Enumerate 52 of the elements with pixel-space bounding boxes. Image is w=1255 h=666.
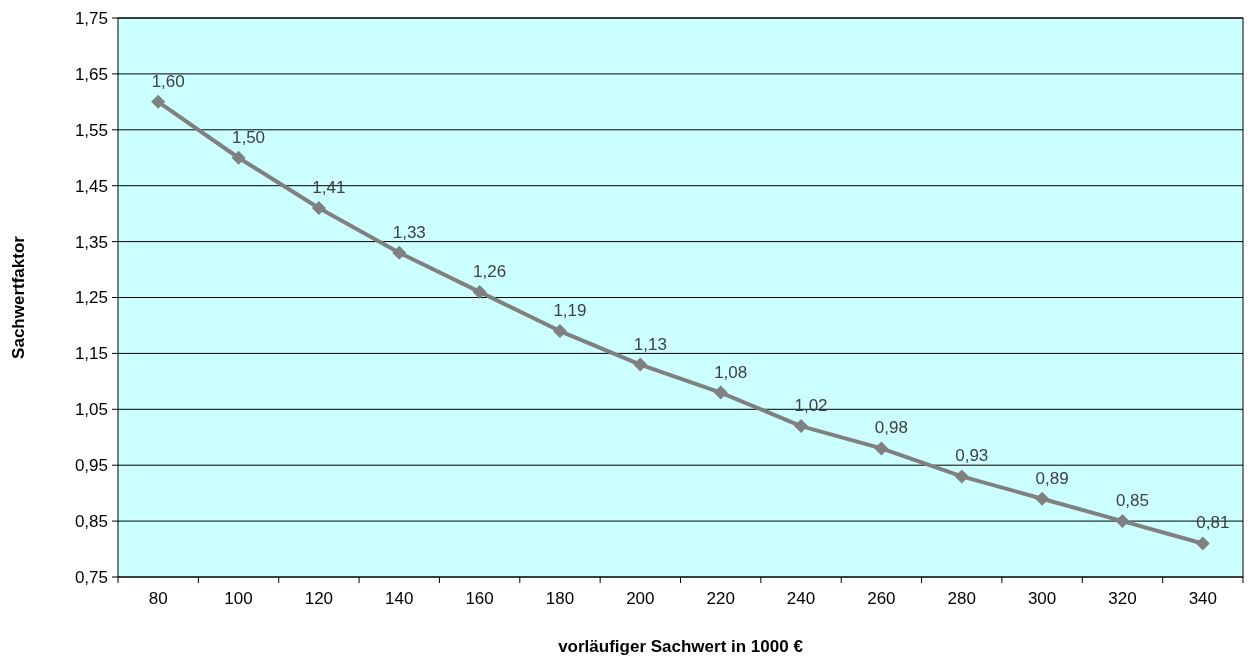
y-tick-label: 0,95	[74, 456, 108, 476]
y-tick-label: 1,25	[74, 288, 108, 308]
x-tick-label: 180	[545, 589, 575, 608]
y-tick-label: 1,35	[74, 232, 108, 252]
point	[151, 94, 166, 109]
data-label: 1,19	[553, 301, 587, 321]
x-axis-title: vorläufiger Sachwert in 1000 €	[558, 637, 804, 656]
point	[311, 201, 326, 216]
x-tick-label: 240	[786, 589, 816, 608]
data-label: 1,26	[473, 261, 507, 281]
y-tick-label: 1,75	[74, 8, 108, 28]
point	[1035, 491, 1050, 506]
y-tick-label: 0,75	[74, 567, 108, 587]
point	[1115, 514, 1130, 529]
y-tick-label: 1,15	[74, 344, 108, 364]
x-tick-label: 320	[1108, 589, 1137, 608]
point	[954, 469, 969, 484]
x-tick-label: 220	[706, 589, 735, 608]
x-tick-label: 300	[1027, 589, 1057, 608]
x-tick-label: 280	[947, 589, 976, 608]
point	[231, 150, 246, 165]
data-label: 1,08	[714, 362, 748, 382]
data-label: 1,60	[151, 71, 185, 91]
data-label: 0,85	[1115, 491, 1150, 511]
data-label: 1,33	[392, 222, 426, 242]
data-label: 1,13	[633, 334, 667, 354]
point	[633, 357, 648, 372]
point	[472, 284, 487, 299]
y-tick-label: 0,85	[74, 512, 108, 532]
x-tick-label: 120	[304, 589, 334, 608]
point	[1195, 536, 1210, 551]
point	[392, 245, 407, 260]
data-label: 0,89	[1035, 468, 1069, 488]
x-tick-label: 140	[385, 589, 414, 608]
y-tick-label: 1,55	[74, 120, 108, 140]
x-tick-label: 260	[867, 589, 896, 608]
point	[713, 385, 728, 400]
y-axis-title: Sachwertfaktor	[9, 235, 28, 359]
y-tick-label: 1,65	[74, 64, 108, 84]
data-label: 0,98	[874, 418, 908, 438]
data-label: 1,50	[231, 127, 266, 147]
x-tick-label: 100	[224, 589, 253, 608]
y-tick-label: 1,45	[74, 176, 108, 196]
x-tick-label: 340	[1188, 589, 1218, 608]
data-label: 0,93	[955, 446, 989, 466]
point	[552, 324, 567, 339]
point	[794, 419, 809, 434]
x-tick-label: 200	[626, 589, 655, 608]
y-tick-label: 1,05	[74, 400, 108, 420]
x-tick-label: 160	[465, 589, 494, 608]
point	[874, 441, 889, 456]
x-tick-label: 80	[148, 589, 168, 608]
